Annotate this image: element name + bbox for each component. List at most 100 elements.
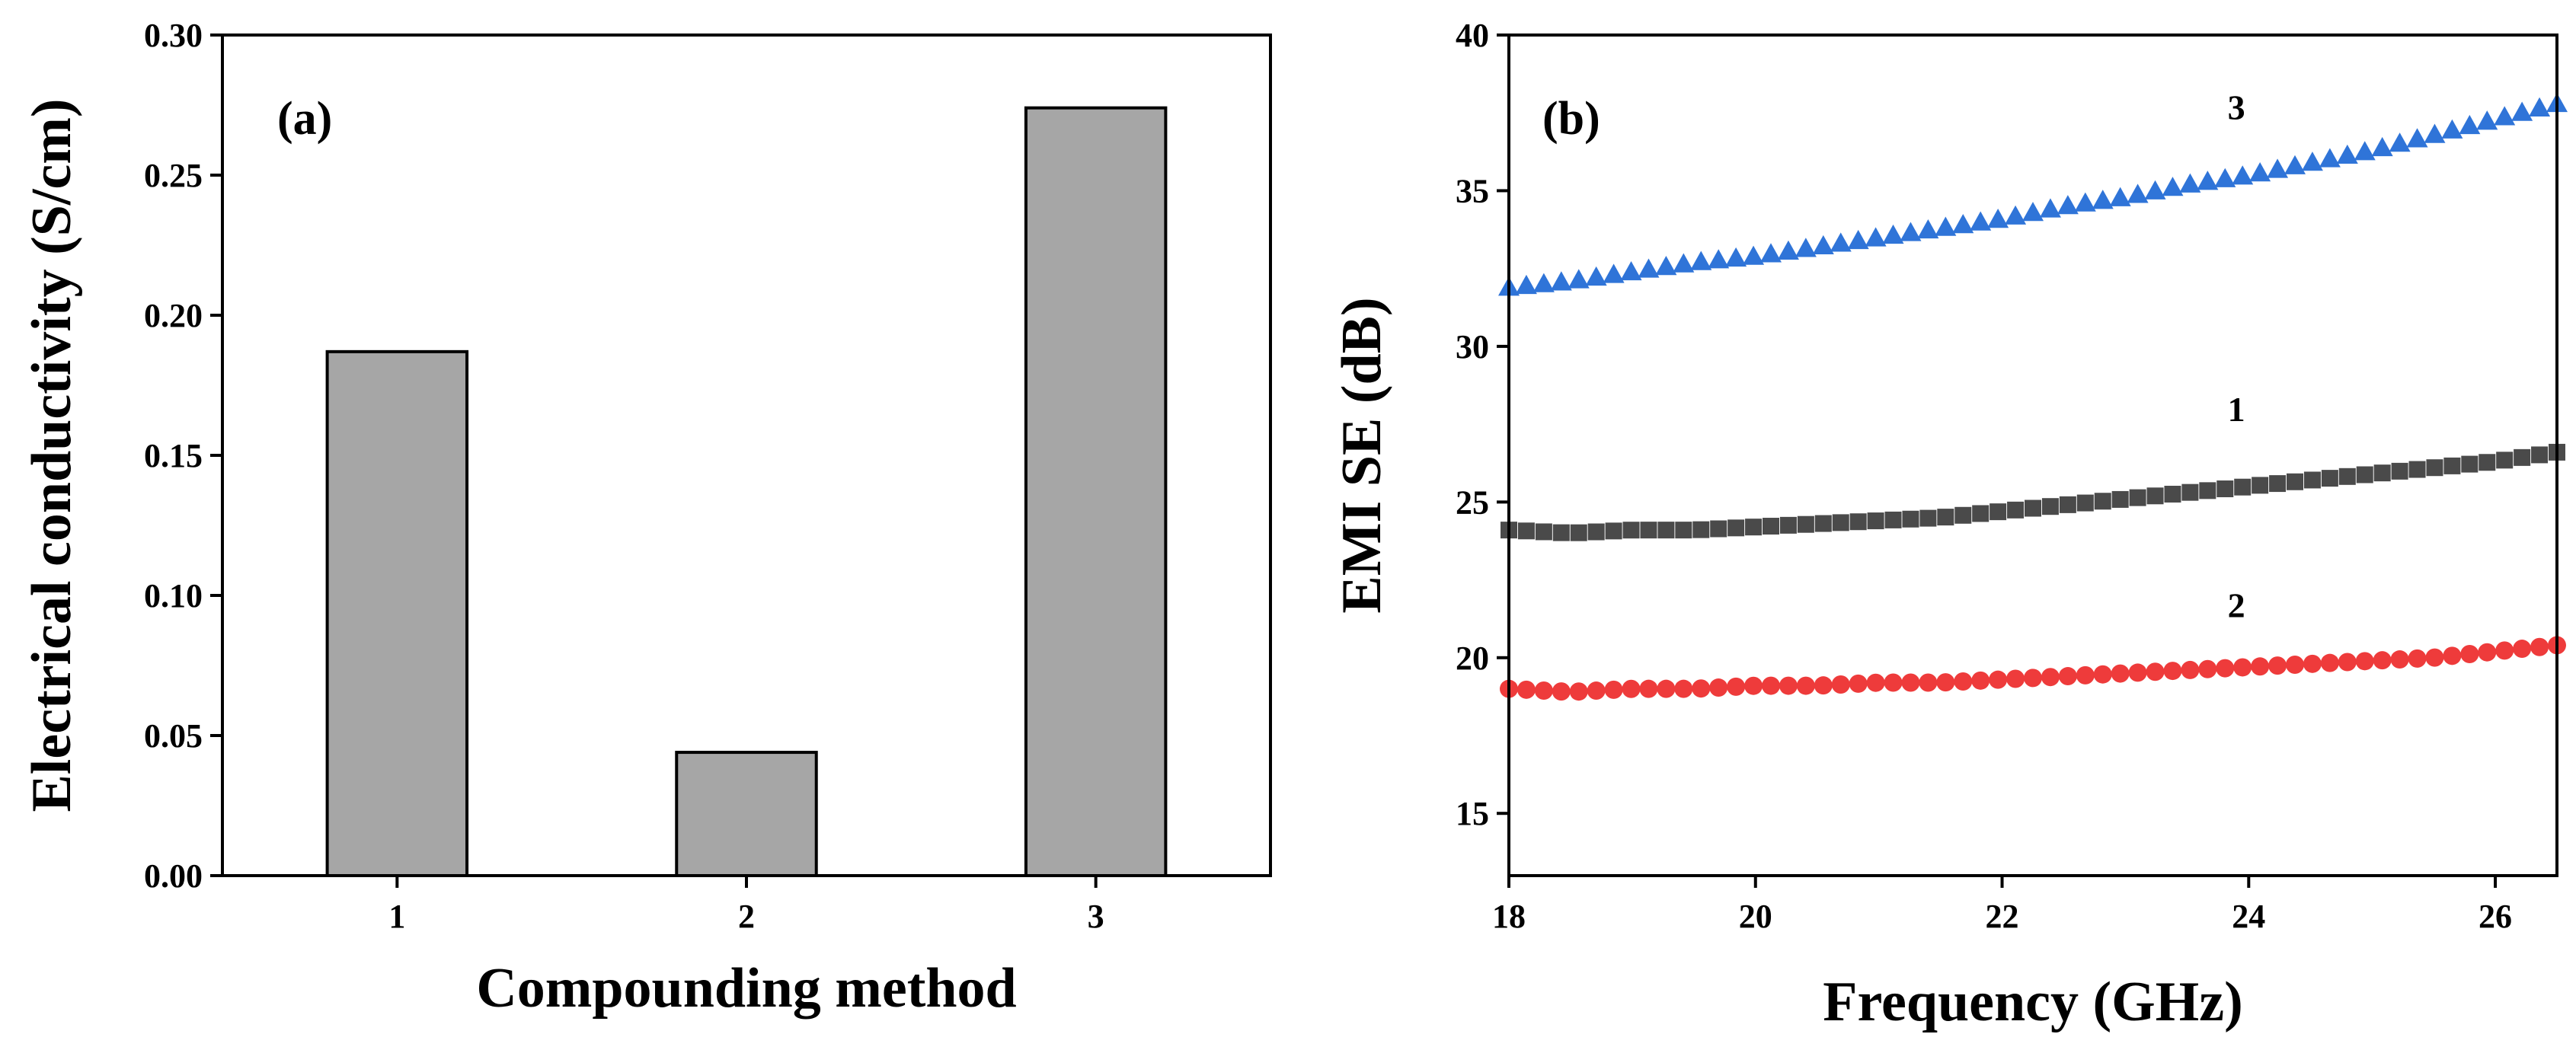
data-point bbox=[2443, 646, 2462, 665]
data-point bbox=[1900, 222, 1922, 241]
curve-annotations: 3 1 2 bbox=[2228, 88, 2245, 624]
data-point bbox=[1690, 251, 1712, 270]
data-point bbox=[2057, 195, 2079, 215]
data-point bbox=[2197, 171, 2219, 190]
data-point bbox=[2144, 180, 2166, 199]
data-point bbox=[2233, 658, 2252, 677]
data-point bbox=[2128, 663, 2147, 682]
data-point bbox=[2354, 141, 2376, 161]
data-point bbox=[1919, 509, 1937, 527]
data-point bbox=[2530, 637, 2549, 656]
y-axis-ticks: 0.00 0.05 0.10 0.15 0.20 0.25 0.30 bbox=[144, 17, 222, 895]
data-point bbox=[1638, 258, 1660, 278]
data-point bbox=[2093, 665, 2112, 684]
data-point bbox=[1831, 675, 1850, 694]
data-point bbox=[2426, 459, 2443, 477]
data-point bbox=[2356, 466, 2373, 484]
data-point bbox=[1830, 232, 1852, 252]
data-point bbox=[2267, 158, 2289, 178]
data-point bbox=[1569, 682, 1588, 701]
data-point bbox=[1517, 680, 1536, 699]
data-point bbox=[1727, 519, 1745, 537]
x-tick-label: 3 bbox=[1088, 898, 1104, 935]
data-point bbox=[2461, 455, 2479, 473]
x-axis-ticks: 18 20 22 24 26 bbox=[1492, 876, 2512, 935]
data-point bbox=[1744, 676, 1763, 695]
data-point bbox=[1814, 676, 1833, 695]
data-point bbox=[2181, 660, 2200, 679]
data-point bbox=[2479, 454, 2496, 471]
data-point bbox=[2076, 665, 2095, 685]
data-point bbox=[2529, 97, 2551, 116]
data-point bbox=[2005, 205, 2027, 225]
data-point bbox=[2146, 487, 2164, 505]
x-tick-label: 18 bbox=[1492, 898, 1526, 935]
data-point bbox=[1639, 679, 1658, 698]
data-point bbox=[1795, 238, 1817, 257]
y-tick-label: 0.20 bbox=[144, 297, 203, 334]
y-tick-label: 0.15 bbox=[144, 437, 203, 474]
data-point bbox=[1935, 216, 1957, 236]
data-point bbox=[2249, 162, 2271, 182]
data-point bbox=[2214, 168, 2236, 187]
data-point bbox=[1849, 674, 1868, 693]
data-point bbox=[1865, 227, 1887, 247]
data-point bbox=[2460, 645, 2479, 664]
data-point bbox=[2373, 464, 2391, 482]
data-point bbox=[2129, 489, 2146, 506]
data-point bbox=[1674, 679, 1693, 698]
data-point bbox=[2041, 668, 2060, 687]
x-tick-label: 1 bbox=[388, 898, 405, 935]
data-point bbox=[2478, 643, 2497, 662]
data-point bbox=[2111, 664, 2130, 683]
data-point bbox=[2408, 649, 2427, 668]
data-point bbox=[2058, 667, 2077, 686]
data-point bbox=[1970, 211, 1992, 231]
panel-b-scatter-chart: 15 20 25 30 35 40 18 20 22 24 26 3 1 2 (b) Frequenc… bbox=[1331, 17, 2568, 1033]
data-point bbox=[2146, 662, 2165, 681]
data-point bbox=[2022, 202, 2044, 222]
data-point bbox=[1552, 524, 1570, 541]
data-point bbox=[2025, 499, 2041, 517]
data-point bbox=[1972, 505, 1990, 522]
x-axis-title-a: Compounding method bbox=[476, 957, 1016, 1020]
data-point bbox=[1952, 214, 1974, 234]
data-point bbox=[1971, 671, 1990, 690]
data-point bbox=[1847, 229, 1869, 250]
y-axis-title-b: EMI SE (dB) bbox=[1331, 297, 1393, 613]
data-point bbox=[2216, 480, 2234, 498]
y-tick-label: 35 bbox=[1456, 172, 1489, 209]
data-point bbox=[1849, 513, 1867, 531]
data-point bbox=[2269, 475, 2287, 493]
data-point bbox=[2513, 640, 2532, 659]
data-point bbox=[2443, 457, 2461, 474]
data-point bbox=[1620, 260, 1642, 281]
series-group bbox=[1498, 92, 2568, 701]
series-3 bbox=[1498, 92, 2568, 296]
data-point bbox=[2162, 177, 2184, 196]
data-point bbox=[1919, 673, 1938, 692]
data-point bbox=[2199, 482, 2216, 499]
data-point bbox=[1568, 269, 1590, 289]
x-tick-label: 2 bbox=[738, 898, 755, 935]
data-point bbox=[2041, 498, 2059, 515]
data-point bbox=[1917, 219, 1939, 239]
y-tick-label: 0.30 bbox=[144, 17, 203, 54]
data-point bbox=[2338, 468, 2356, 485]
data-point bbox=[2459, 114, 2481, 135]
x-tick-label: 20 bbox=[1739, 898, 1772, 935]
data-point bbox=[2111, 490, 2129, 508]
data-point bbox=[1832, 514, 1849, 531]
data-point bbox=[2494, 106, 2516, 126]
data-point bbox=[1987, 209, 2009, 228]
data-point bbox=[2127, 184, 2149, 203]
data-point bbox=[1990, 503, 2007, 521]
data-point bbox=[1570, 524, 1587, 541]
data-point bbox=[1902, 510, 1919, 528]
data-point bbox=[1725, 247, 1747, 267]
data-point bbox=[1535, 523, 1552, 541]
plot-frame-a bbox=[221, 34, 1272, 877]
data-point bbox=[2286, 655, 2304, 674]
data-point bbox=[1884, 511, 1902, 528]
data-point bbox=[2495, 641, 2514, 660]
